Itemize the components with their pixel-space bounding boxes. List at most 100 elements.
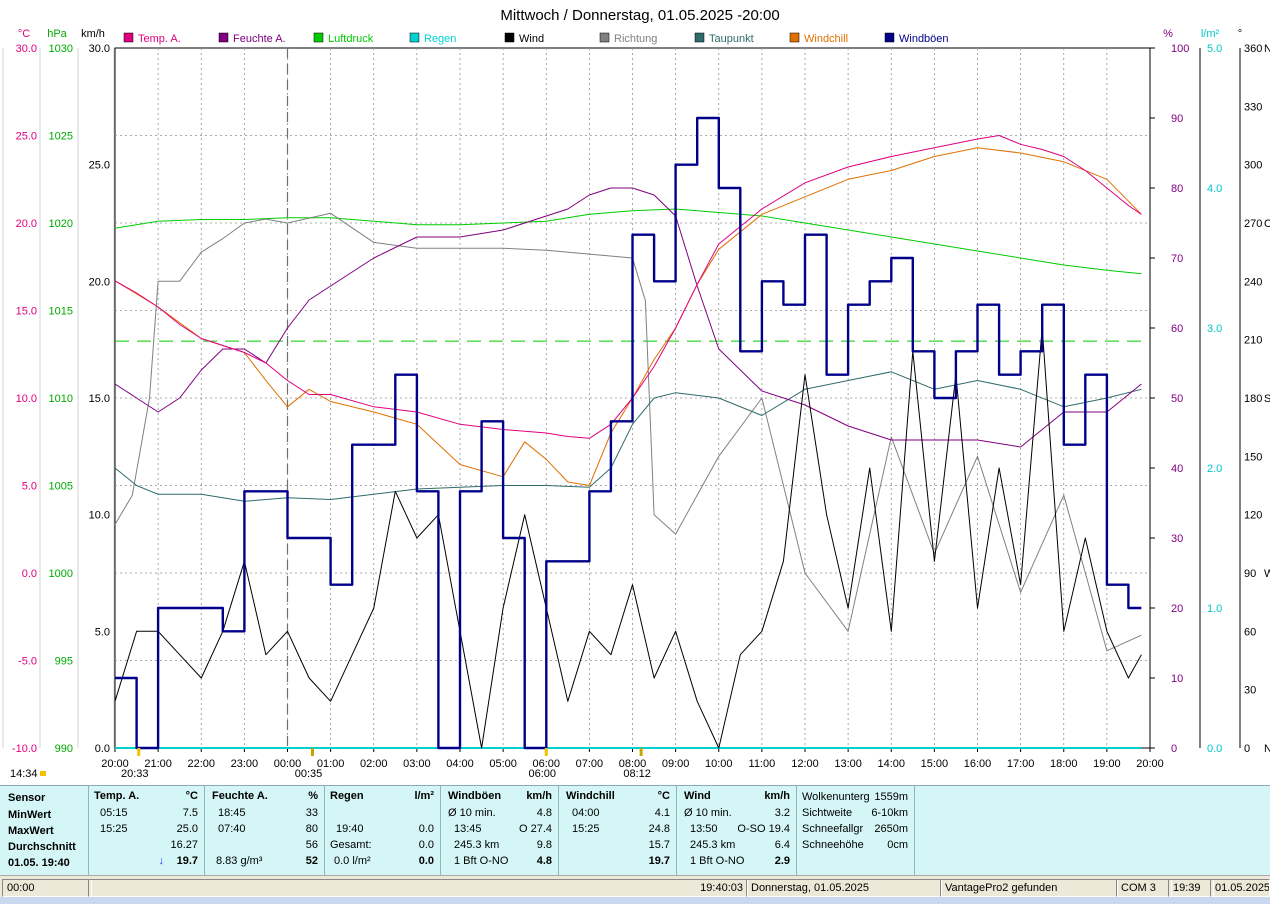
direction-tick: 330 xyxy=(1244,101,1262,113)
temp-tick: 10.0 xyxy=(16,393,37,405)
temp-tick: -10.0 xyxy=(12,743,37,755)
temp-tick: 15.0 xyxy=(16,306,37,318)
temp-tick: 25.0 xyxy=(16,131,37,143)
time-tick: 15:00 xyxy=(921,758,949,770)
rain-tick: 4.0 xyxy=(1207,183,1222,195)
time-tick: 11:00 xyxy=(749,758,776,770)
time-tick: 10:00 xyxy=(705,758,733,770)
series-line xyxy=(114,371,1142,502)
pressure-tick: 1010 xyxy=(49,393,73,405)
cloud-base-label: Wolkenunterg xyxy=(802,791,870,803)
stats-rain-now-rate: 0.0 l/m² xyxy=(334,855,371,867)
series-line xyxy=(114,187,1142,448)
stats-sensor-max: MaxWert xyxy=(8,825,54,837)
compass-letter: N xyxy=(1264,743,1270,755)
temp-unit: °C xyxy=(18,28,30,40)
time-tick: 06:00 xyxy=(532,758,560,770)
rain-tick: 0.0 xyxy=(1207,743,1222,755)
stats-gust-run: 245.3 km xyxy=(454,839,500,851)
time-tick: 16:00 xyxy=(964,758,992,770)
pressure-tick: 1030 xyxy=(49,43,73,55)
pressure-tick: 1020 xyxy=(49,218,73,230)
stats-hum-max-time: 07:40 xyxy=(218,823,246,835)
stats-wc-avg: 15.7 xyxy=(648,839,670,851)
temp-tick: 20.0 xyxy=(16,218,37,230)
stats-wind-unit: km/h xyxy=(764,790,790,802)
time-tick: 20:00 xyxy=(101,758,129,770)
time-tick: 13:00 xyxy=(834,758,862,770)
humidity-tick: 60 xyxy=(1171,323,1183,335)
humidity-tick: 30 xyxy=(1171,533,1183,545)
time-tick: 17:00 xyxy=(1007,758,1035,770)
time-tick: 12:00 xyxy=(791,758,819,770)
legend-swatch xyxy=(313,32,324,43)
event-label: 00:35 xyxy=(295,768,323,780)
time-tick: 02:00 xyxy=(360,758,388,770)
temp-tick: 0.0 xyxy=(22,568,37,580)
stats-hum-min: 33 xyxy=(305,807,318,819)
time-tick: 05:00 xyxy=(489,758,517,770)
series-line xyxy=(114,147,1142,486)
series-line xyxy=(114,208,1142,275)
compass-letter: N xyxy=(1264,43,1270,55)
cloud-base-value: 1559m xyxy=(874,791,908,803)
humidity-tick: 20 xyxy=(1171,603,1183,615)
status-bar: 00:00 19:40:03 Donnerstag, 01.05.2025 Va… xyxy=(0,875,1270,898)
stats-hum-now: 52 xyxy=(305,855,318,867)
legend-label: Regen xyxy=(424,33,456,45)
humidity-tick: 0 xyxy=(1171,743,1177,755)
time-tick: 01:00 xyxy=(317,758,345,770)
pressure-tick: 990 xyxy=(55,743,73,755)
time-tick: 07:00 xyxy=(576,758,604,770)
stats-gust-max: O 27.4 xyxy=(518,823,552,835)
wind-tick: 5.0 xyxy=(95,626,110,638)
pressure-tick: 1015 xyxy=(49,306,73,318)
stats-wc-max-time: 15:25 xyxy=(572,823,600,835)
legend-label: Wind xyxy=(519,33,544,45)
stats-col-windchill: Windchill °C 04:00 4.1 15:25 24.8 15.7 1… xyxy=(558,786,677,876)
legend-label: Windböen xyxy=(899,33,949,45)
stats-hum-unit: % xyxy=(308,790,318,802)
stats-gust-unit: km/h xyxy=(526,790,552,802)
stats-sensor-min: MinWert xyxy=(8,809,52,821)
legend-label: Richtung xyxy=(614,33,657,45)
rain-unit: l/m² xyxy=(1201,28,1220,40)
stats-sensor-avg: Durchschnitt xyxy=(8,841,76,853)
direction-tick: 210 xyxy=(1244,335,1262,347)
time-tick: 04:00 xyxy=(446,758,474,770)
stats-rain-unit: l/m² xyxy=(414,790,434,802)
left-time-marker xyxy=(40,771,46,776)
direction-tick: 180 xyxy=(1244,393,1262,405)
rain-tick: 3.0 xyxy=(1207,323,1222,335)
legend-swatch xyxy=(409,32,420,43)
humidity-tick: 80 xyxy=(1171,183,1183,195)
rain-tick: 2.0 xyxy=(1207,463,1222,475)
snow-depth-value: 0cm xyxy=(887,839,908,851)
stats-sensor-now: 01.05. 19:40 xyxy=(8,857,70,869)
stats-wc-head: Windchill xyxy=(566,790,615,802)
stats-col-gusts: Windböen km/h Ø 10 min. 4.8 13:45 O 27.4… xyxy=(440,786,559,876)
series-line xyxy=(115,116,1142,750)
compass-letter: W xyxy=(1264,568,1270,580)
rain-tick: 1.0 xyxy=(1207,603,1222,615)
time-tick: 14:00 xyxy=(877,758,905,770)
wind-unit: km/h xyxy=(81,28,105,40)
humidity-unit: % xyxy=(1163,28,1173,40)
chart-title: Mittwoch / Donnerstag, 01.05.2025 -20:00 xyxy=(500,7,779,24)
stats-hum-head: Feuchte A. xyxy=(212,790,268,802)
stats-col-extra: Wolkenunterg 1559m Sichtweite 6-10km Sch… xyxy=(796,786,915,876)
stats-wc-min-time: 04:00 xyxy=(572,807,600,819)
direction-tick: 0 xyxy=(1244,743,1250,755)
stats-col-sensor: Sensor MinWert MaxWert Durchschnitt 01.0… xyxy=(0,786,89,876)
stats-temp-unit: °C xyxy=(185,790,198,802)
event-label: 06:00 xyxy=(528,768,556,780)
time-tick: 08:00 xyxy=(619,758,647,770)
stats-hum-min-time: 18:45 xyxy=(218,807,246,819)
series-line xyxy=(114,212,1142,652)
stats-table: Sensor MinWert MaxWert Durchschnitt 01.0… xyxy=(0,785,1270,876)
humidity-tick: 40 xyxy=(1171,463,1183,475)
legend-swatch xyxy=(123,32,134,43)
time-tick: 03:00 xyxy=(403,758,431,770)
wind-tick: 15.0 xyxy=(89,393,110,405)
time-tick: 22:00 xyxy=(187,758,215,770)
